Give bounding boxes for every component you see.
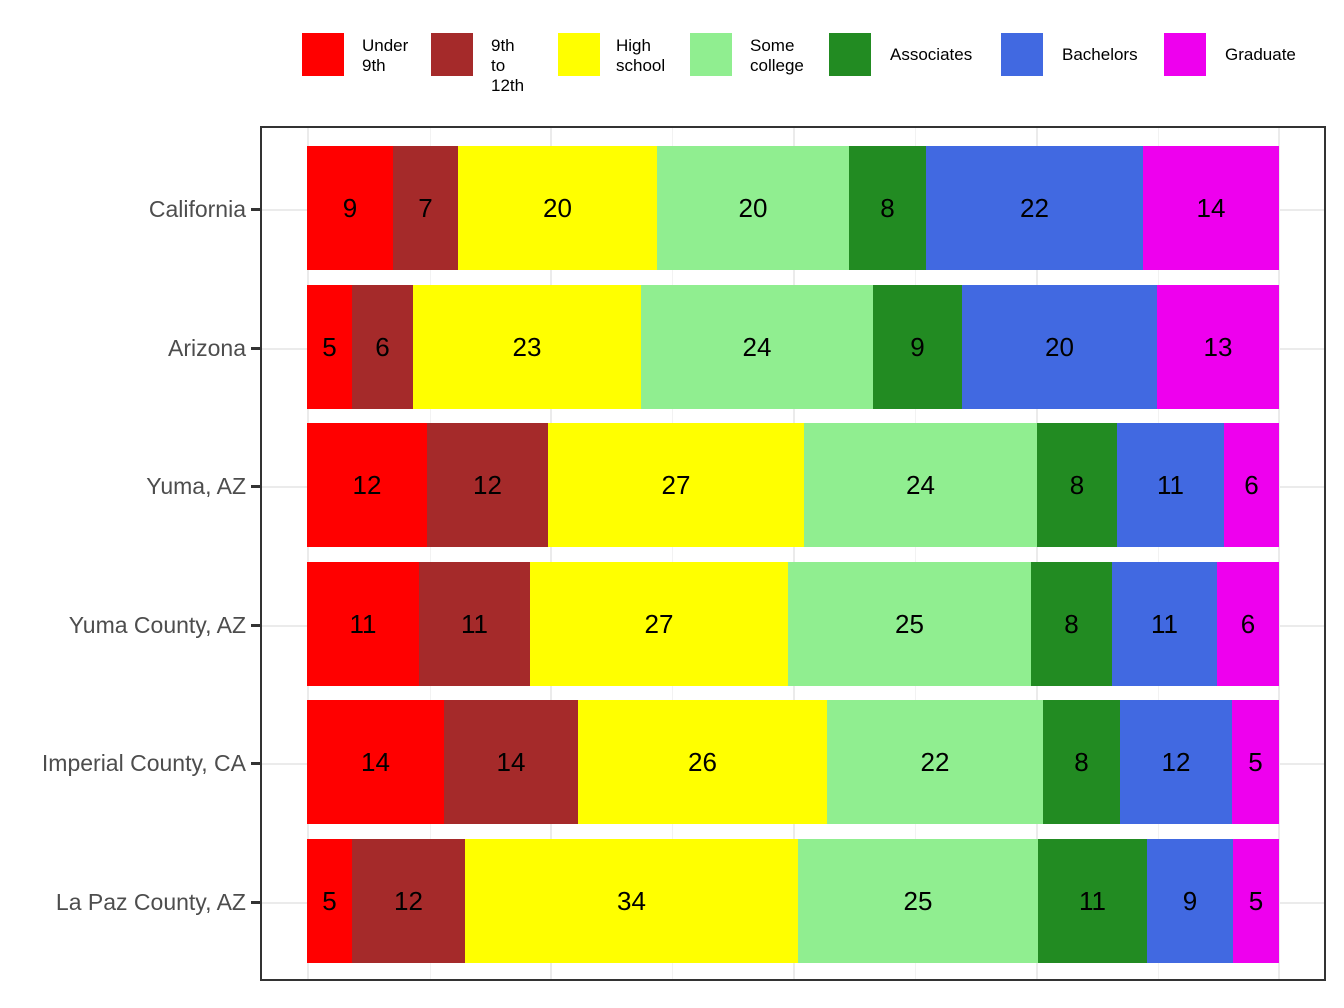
- legend-swatch: [1164, 33, 1206, 76]
- y-axis-tick: [251, 485, 260, 488]
- grid-line: [430, 128, 431, 979]
- bar-segment-9th-to-12th: 12: [352, 839, 465, 963]
- bar-segment-graduate: 6: [1224, 423, 1279, 547]
- bar-segment-bachelors: 11: [1117, 423, 1224, 547]
- bar-segment-associates: 11: [1038, 839, 1147, 963]
- bar-segment-some-college: 22: [827, 700, 1043, 824]
- bar-segment-high-school: 27: [530, 562, 788, 686]
- bar-segment-high-school: 34: [465, 839, 798, 963]
- bar-segment-9th-to-12th: 12: [427, 423, 548, 547]
- bar-segment-high-school: 23: [413, 285, 641, 409]
- bar-segment-graduate: 5: [1232, 700, 1279, 824]
- bar-segment-some-college: 25: [798, 839, 1038, 963]
- legend-label: Some college: [750, 36, 804, 75]
- bar-segment-associates: 9: [873, 285, 962, 409]
- bar-row-california: 9 7 20 20 8 22 14: [307, 146, 1279, 270]
- bar-segment-graduate: 5: [1233, 839, 1279, 963]
- bar-segment-9th-to-12th: 14: [444, 700, 578, 824]
- legend-swatch: [690, 33, 732, 76]
- legend-label: Graduate: [1225, 45, 1296, 64]
- grid-line: [1158, 128, 1159, 979]
- bar-segment-graduate: 13: [1157, 285, 1279, 409]
- bar-segment-some-college: 24: [804, 423, 1037, 547]
- bar-segment-graduate: 14: [1143, 146, 1279, 270]
- bar-segment-associates: 8: [1031, 562, 1112, 686]
- grid-line: [1036, 128, 1038, 979]
- legend-label: High school: [616, 36, 666, 75]
- bar-segment-associates: 8: [1043, 700, 1120, 824]
- bar-segment-some-college: 20: [657, 146, 849, 270]
- grid-line: [672, 128, 673, 979]
- bar-segment-associates: 8: [1037, 423, 1117, 547]
- legend-label: Bachelors: [1062, 45, 1138, 64]
- legend-swatch: [558, 33, 600, 76]
- bar-segment-high-school: 27: [548, 423, 804, 547]
- y-axis-tick: [251, 208, 260, 211]
- bar-segment-bachelors: 11: [1112, 562, 1217, 686]
- bar-segment-some-college: 25: [788, 562, 1031, 686]
- bar-segment-graduate: 6: [1217, 562, 1279, 686]
- grid-line: [1278, 128, 1280, 979]
- y-axis-label: Arizona: [168, 335, 246, 361]
- y-axis-label: California: [148, 196, 246, 222]
- y-axis-label: La Paz County, AZ: [55, 889, 246, 915]
- grid-line: [915, 128, 916, 979]
- legend-swatch: [1001, 33, 1043, 76]
- bar-segment-bachelors: 20: [962, 285, 1157, 409]
- bar-segment-9th-to-12th: 7: [393, 146, 458, 270]
- legend-swatch: [829, 33, 871, 76]
- bar-segment-under-9th: 9: [307, 146, 393, 270]
- bar-segment-under-9th: 11: [307, 562, 419, 686]
- y-axis-label: Yuma, AZ: [146, 473, 246, 499]
- bar-row-yuma-az: 12 12 27 24 8 11 6: [307, 423, 1279, 547]
- bar-segment-high-school: 26: [578, 700, 827, 824]
- grid-line: [550, 128, 552, 979]
- legend-swatch: [302, 33, 344, 76]
- bar-row-arizona: 5 6 23 24 9 20 13: [307, 285, 1279, 409]
- y-axis-tick: [251, 347, 260, 350]
- bar-segment-under-9th: 12: [307, 423, 427, 547]
- grid-line: [793, 128, 795, 979]
- legend-swatch: [431, 33, 473, 76]
- y-axis-label: Imperial County, CA: [41, 750, 246, 776]
- y-axis-tick: [251, 762, 260, 765]
- bar-segment-9th-to-12th: 11: [419, 562, 530, 686]
- bar-segment-high-school: 20: [458, 146, 657, 270]
- bar-row-yuma-county-az: 11 11 27 25 8 11 6: [307, 562, 1279, 686]
- grid-line: [307, 128, 309, 979]
- legend-label: Under 9th: [362, 36, 409, 75]
- bar-segment-associates: 8: [849, 146, 926, 270]
- legend-label: Associates: [890, 45, 973, 64]
- y-axis-label: Yuma County, AZ: [68, 612, 246, 638]
- y-axis-tick: [251, 901, 260, 904]
- bar-segment-some-college: 24: [641, 285, 873, 409]
- bar-segment-under-9th: 5: [307, 285, 352, 409]
- bar-segment-bachelors: 12: [1120, 700, 1232, 824]
- bar-segment-under-9th: 5: [307, 839, 352, 963]
- legend-label: 9th to 12th: [491, 36, 525, 95]
- bar-segment-bachelors: 9: [1147, 839, 1233, 963]
- bar-segment-9th-to-12th: 6: [352, 285, 413, 409]
- bar-row-la-paz-county-az: 5 12 34 25 11 9 5: [307, 839, 1279, 963]
- bar-row-imperial-county-ca: 14 14 26 22 8 12 5: [307, 700, 1279, 824]
- bar-segment-under-9th: 14: [307, 700, 444, 824]
- bar-segment-bachelors: 22: [926, 146, 1143, 270]
- plot-panel: 9 7 20 20 8 22 14 5 6 23 24 9 20 13 12 1…: [260, 126, 1326, 981]
- y-axis-tick: [251, 624, 260, 627]
